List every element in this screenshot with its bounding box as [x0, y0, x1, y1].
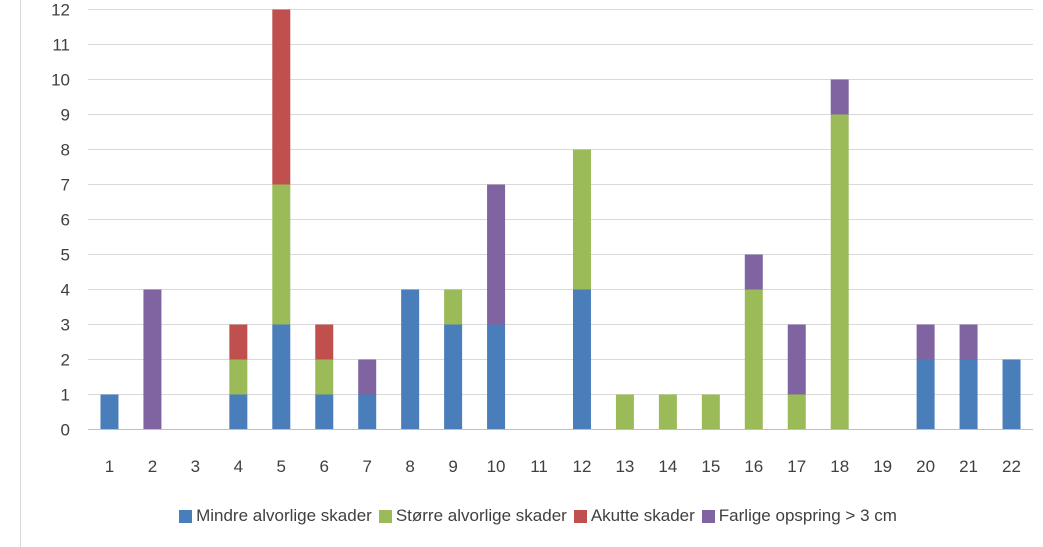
y-tick-label: 4	[61, 281, 70, 300]
x-tick-label: 21	[959, 457, 978, 476]
bar-segment-cat-20-series-3	[916, 324, 935, 360]
bar-segment-cat-13-series-1	[615, 394, 634, 430]
bar-segment-cat-5-series-1	[272, 184, 291, 325]
bar-segment-cat-12-series-0	[572, 289, 591, 430]
x-tick-label: 10	[487, 457, 506, 476]
bar-segment-cat-16-series-1	[744, 289, 763, 430]
bar-segment-cat-6-series-1	[315, 359, 334, 395]
legend-label: Akutte skader	[590, 506, 695, 525]
y-tick-label: 2	[61, 351, 70, 370]
legend-item: Akutte skader	[573, 506, 695, 526]
y-tick-label: 9	[61, 106, 70, 125]
x-tick-label: 4	[234, 457, 243, 476]
x-tick-label: 7	[362, 457, 371, 476]
bar-segment-cat-4-series-0	[229, 394, 248, 430]
bar-segment-cat-20-series-0	[916, 359, 935, 430]
x-tick-label: 19	[873, 457, 892, 476]
legend: Mindre alvorlige skader Større alvorlige …	[0, 503, 1043, 529]
bar-segment-cat-7-series-0	[358, 394, 377, 430]
bar-segment-cat-17-series-1	[787, 394, 806, 430]
legend-swatch	[179, 509, 193, 523]
x-tick-label: 16	[744, 457, 763, 476]
y-tick-label: 11	[52, 36, 70, 55]
bar-segment-cat-22-series-0	[1002, 359, 1021, 430]
bar-segment-cat-16-series-3	[744, 254, 763, 290]
bar-segment-cat-5-series-2	[272, 9, 291, 185]
x-axis-tick-labels: 1 2 3 4 5 6 7 8 9 10 11 12 13 14 15 16 17 18 19 20 21 22	[105, 457, 1021, 476]
bar-segment-cat-4-series-2	[229, 324, 248, 360]
x-tick-label: 5	[277, 457, 286, 476]
y-tick-label: 12	[51, 1, 70, 20]
y-tick-label: 7	[61, 176, 70, 195]
legend-item: Farlige opspring > 3 cm	[701, 506, 897, 526]
y-tick-label: 0	[61, 421, 70, 440]
y-tick-label: 8	[61, 141, 70, 160]
x-tick-label: 18	[830, 457, 849, 476]
bar-segment-cat-5-series-0	[272, 324, 291, 430]
bar-segment-cat-4-series-1	[229, 359, 248, 395]
legend-swatch	[378, 509, 392, 523]
legend-swatch	[573, 509, 587, 523]
bar-segment-cat-7-series-3	[358, 359, 377, 395]
bar-segment-cat-9-series-0	[444, 324, 463, 430]
bar-segment-cat-21-series-0	[959, 359, 978, 430]
x-tick-label: 8	[405, 457, 414, 476]
x-tick-label: 11	[530, 457, 548, 476]
x-tick-label: 12	[573, 457, 592, 476]
bar-segment-cat-6-series-0	[315, 394, 334, 430]
bar-segment-cat-15-series-1	[701, 394, 720, 430]
bar-segment-cat-6-series-2	[315, 324, 334, 360]
y-tick-label: 5	[61, 246, 70, 265]
x-tick-label: 2	[148, 457, 157, 476]
y-tick-label: 10	[51, 71, 70, 90]
x-tick-label: 9	[448, 457, 457, 476]
x-tick-label: 14	[658, 457, 677, 476]
legend-item: Større alvorlige skader	[378, 506, 567, 526]
bar-segment-cat-14-series-1	[658, 394, 677, 430]
bar-segment-cat-21-series-3	[959, 324, 978, 360]
y-tick-label: 3	[61, 316, 70, 335]
x-tick-label: 22	[1002, 457, 1021, 476]
bars	[100, 9, 1021, 430]
bar-segment-cat-18-series-3	[830, 79, 849, 115]
x-tick-label: 13	[615, 457, 634, 476]
x-tick-label: 3	[191, 457, 200, 476]
x-tick-label: 1	[105, 457, 114, 476]
legend-label: Farlige opspring > 3 cm	[718, 506, 897, 525]
bar-segment-cat-12-series-1	[572, 149, 591, 290]
bar-segment-cat-10-series-3	[487, 184, 506, 325]
bar-segment-cat-8-series-0	[401, 289, 420, 430]
legend-swatch	[701, 509, 715, 523]
x-tick-label: 17	[787, 457, 806, 476]
y-tick-label: 1	[61, 386, 70, 405]
legend-item: Mindre alvorlige skader	[179, 506, 372, 526]
bar-segment-cat-18-series-1	[830, 114, 849, 430]
bar-segment-cat-9-series-1	[444, 289, 463, 325]
x-tick-label: 15	[701, 457, 720, 476]
x-tick-label: 6	[320, 457, 329, 476]
bar-segment-cat-2-series-3	[143, 289, 162, 430]
bar-segment-cat-17-series-3	[787, 324, 806, 395]
legend-label: Mindre alvorlige skader	[196, 506, 372, 525]
legend-label: Større alvorlige skader	[395, 506, 567, 525]
x-tick-label: 20	[916, 457, 935, 476]
bar-segment-cat-1-series-0	[100, 394, 119, 430]
bar-segment-cat-10-series-0	[487, 324, 506, 430]
y-tick-label: 6	[61, 211, 70, 230]
